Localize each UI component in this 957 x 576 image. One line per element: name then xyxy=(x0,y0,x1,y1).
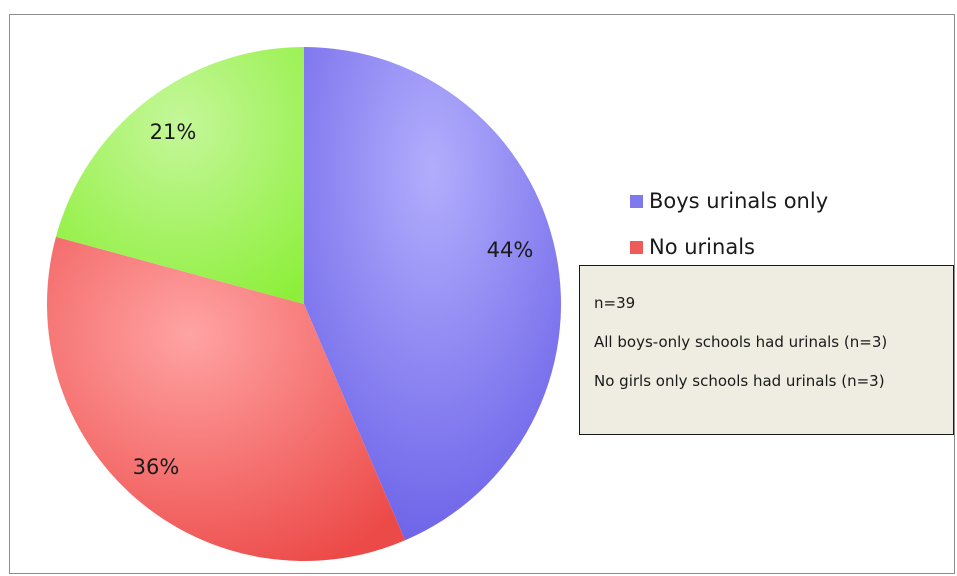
legend-swatch xyxy=(630,240,643,254)
legend-swatch xyxy=(630,194,643,208)
pie-slice-1 xyxy=(46,236,406,561)
sample-size-note: n=39 xyxy=(594,294,636,312)
pie-slice-2 xyxy=(55,47,304,304)
legend-label: Boys urinals only xyxy=(649,189,829,213)
slice-label-1: 36% xyxy=(133,455,180,479)
slice-label-2: 21% xyxy=(150,120,197,144)
annotation-box: n=39 All boys-only schools had urinals (… xyxy=(579,265,954,435)
girls-only-note: No girls only schools had urinals (n=3) xyxy=(594,372,885,390)
legend-item-boys-urinals-only: Boys urinals only xyxy=(630,178,828,224)
slice-label-0: 44% xyxy=(487,238,534,262)
legend-label: No urinals xyxy=(649,235,755,259)
legend-item-no-urinals: No urinals xyxy=(630,224,828,270)
pie-slice-0 xyxy=(304,47,562,541)
legend: Boys urinals only No urinals xyxy=(630,178,828,270)
boys-only-note: All boys-only schools had urinals (n=3) xyxy=(594,333,888,351)
